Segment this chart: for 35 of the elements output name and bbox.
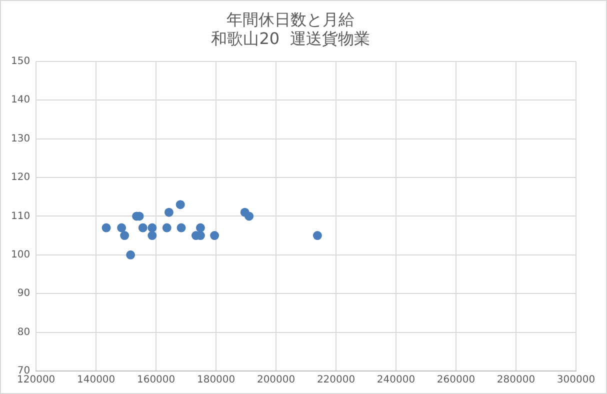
point xyxy=(176,200,185,210)
x-tick-label: 200000 xyxy=(256,374,296,386)
x-tick-label: 120000 xyxy=(16,374,56,386)
x-tick-label: 140000 xyxy=(76,374,116,386)
point xyxy=(138,223,148,232)
y-tick-label: 130 xyxy=(10,133,30,144)
point xyxy=(164,208,174,217)
point xyxy=(312,231,322,240)
point xyxy=(176,223,186,232)
point xyxy=(210,231,220,240)
x-tick-label: 160000 xyxy=(136,374,176,386)
x-tick-label: 220000 xyxy=(316,374,356,386)
text: 年間休日数と月給 xyxy=(226,10,354,29)
x-tick-label: 260000 xyxy=(436,374,476,386)
x-tick-label: 180000 xyxy=(196,374,236,386)
y-tick-label: 100 xyxy=(10,249,30,260)
y-tick-label: 150 xyxy=(10,56,30,67)
y-tick-label: 90 xyxy=(17,288,30,300)
point xyxy=(148,231,157,240)
x-tick-label: 300000 xyxy=(556,374,596,386)
point xyxy=(148,223,157,232)
x-tick-label: 280000 xyxy=(496,374,536,386)
point xyxy=(244,212,254,221)
point xyxy=(162,223,172,232)
y-tick-label: 80 xyxy=(17,326,30,338)
point xyxy=(126,250,136,260)
point xyxy=(196,223,205,232)
point xyxy=(120,231,130,240)
y-tick-label: 140 xyxy=(10,94,30,106)
y-tick-label: 120 xyxy=(10,172,30,184)
text: 和歌山20 運送貨物業 xyxy=(211,28,370,48)
x-tick-label: 240000 xyxy=(376,374,416,386)
y-tick-label: 110 xyxy=(10,210,30,222)
point xyxy=(117,223,126,232)
point xyxy=(102,223,111,232)
